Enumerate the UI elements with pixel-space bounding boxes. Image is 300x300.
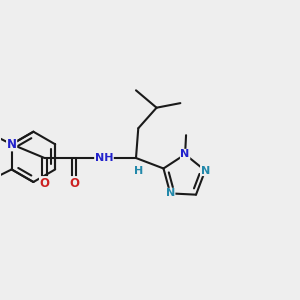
Text: H: H (134, 166, 143, 176)
Text: N: N (201, 166, 210, 176)
Text: N: N (181, 149, 190, 159)
Text: N: N (7, 138, 16, 151)
Text: O: O (40, 177, 50, 190)
Text: NH: NH (95, 153, 113, 163)
Text: N: N (166, 188, 175, 198)
Text: O: O (69, 177, 79, 190)
